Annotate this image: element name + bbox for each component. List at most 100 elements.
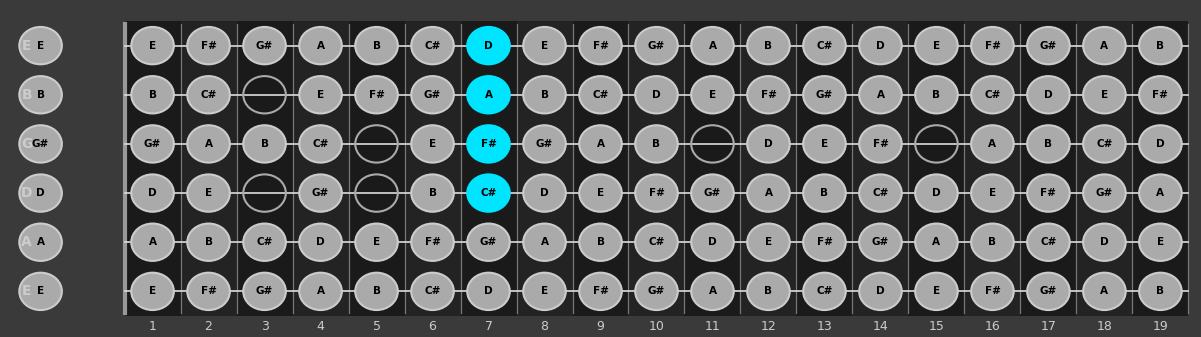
Text: F#: F# (817, 237, 832, 247)
Ellipse shape (1083, 27, 1125, 64)
Text: F#: F# (649, 188, 664, 198)
Text: C#: C# (592, 90, 609, 100)
Text: A: A (1100, 41, 1109, 51)
Text: C#: C# (649, 237, 664, 247)
Text: E: E (1101, 90, 1109, 100)
Ellipse shape (859, 27, 902, 64)
Ellipse shape (915, 223, 957, 261)
Ellipse shape (1027, 125, 1070, 162)
Text: B: B (372, 41, 381, 51)
Ellipse shape (579, 125, 622, 162)
Ellipse shape (19, 27, 62, 64)
Text: B: B (204, 237, 213, 247)
Ellipse shape (635, 76, 677, 114)
Ellipse shape (19, 76, 62, 114)
Text: E: E (22, 39, 31, 53)
Text: F#: F# (201, 41, 216, 51)
Ellipse shape (19, 175, 62, 212)
Ellipse shape (747, 76, 790, 114)
Ellipse shape (972, 27, 1014, 64)
Bar (1076, 21, 1133, 316)
Ellipse shape (859, 175, 902, 212)
Text: E: E (374, 237, 380, 247)
Ellipse shape (692, 27, 734, 64)
Text: A: A (317, 41, 324, 51)
Ellipse shape (915, 27, 957, 64)
Text: C#: C# (985, 90, 1000, 100)
Text: B: B (1157, 41, 1165, 51)
Text: A: A (1157, 188, 1165, 198)
Bar (237, 21, 293, 316)
Text: A: A (1100, 286, 1109, 296)
Text: E: E (821, 139, 827, 149)
Text: D: D (764, 139, 772, 149)
Ellipse shape (692, 273, 734, 310)
Ellipse shape (187, 125, 229, 162)
Text: F#: F# (1153, 90, 1169, 100)
Text: D: D (484, 41, 492, 51)
Ellipse shape (299, 27, 342, 64)
Ellipse shape (972, 175, 1014, 212)
Ellipse shape (131, 125, 174, 162)
Ellipse shape (299, 76, 342, 114)
Ellipse shape (467, 273, 509, 310)
Bar (628, 21, 685, 316)
Ellipse shape (579, 76, 622, 114)
Text: G#: G# (312, 188, 329, 198)
Ellipse shape (692, 76, 734, 114)
Ellipse shape (131, 175, 174, 212)
Text: G#: G# (704, 188, 721, 198)
Text: B: B (932, 90, 940, 100)
Text: G#: G# (536, 139, 554, 149)
Ellipse shape (19, 273, 62, 310)
Text: B: B (820, 188, 829, 198)
Ellipse shape (747, 175, 790, 212)
Ellipse shape (411, 76, 454, 114)
Ellipse shape (972, 125, 1014, 162)
Ellipse shape (244, 27, 286, 64)
Ellipse shape (635, 223, 677, 261)
Ellipse shape (1027, 27, 1070, 64)
Ellipse shape (19, 125, 62, 162)
Text: D: D (148, 188, 157, 198)
Ellipse shape (859, 125, 902, 162)
Ellipse shape (467, 175, 509, 212)
Text: A: A (765, 188, 772, 198)
Text: D: D (709, 237, 717, 247)
Ellipse shape (579, 223, 622, 261)
Text: B: B (1045, 139, 1052, 149)
Text: A: A (540, 237, 549, 247)
Text: 8: 8 (540, 320, 549, 333)
Ellipse shape (972, 223, 1014, 261)
Text: B: B (22, 88, 32, 102)
Bar (741, 21, 796, 316)
Text: A: A (988, 139, 997, 149)
Text: 5: 5 (372, 320, 381, 333)
Ellipse shape (411, 27, 454, 64)
Text: C#: C# (480, 188, 497, 198)
Text: G#: G# (647, 286, 665, 296)
Ellipse shape (1139, 76, 1182, 114)
Bar (1133, 21, 1189, 316)
Ellipse shape (244, 273, 286, 310)
Text: G#: G# (872, 237, 889, 247)
Text: 1: 1 (149, 320, 156, 333)
Bar (180, 21, 237, 316)
Text: C#: C# (817, 41, 832, 51)
Text: E: E (205, 188, 213, 198)
Ellipse shape (355, 273, 398, 310)
Text: B: B (597, 237, 604, 247)
Text: F#: F# (985, 286, 1000, 296)
Text: D: D (877, 286, 885, 296)
Ellipse shape (1139, 223, 1182, 261)
Text: E: E (988, 188, 996, 198)
Text: A: A (709, 41, 717, 51)
Text: A: A (932, 237, 940, 247)
Text: A: A (709, 286, 717, 296)
Text: 14: 14 (873, 320, 889, 333)
Ellipse shape (299, 125, 342, 162)
Text: G#: G# (256, 41, 273, 51)
Ellipse shape (635, 125, 677, 162)
Text: C#: C# (1097, 139, 1112, 149)
Text: F#: F# (480, 139, 496, 149)
